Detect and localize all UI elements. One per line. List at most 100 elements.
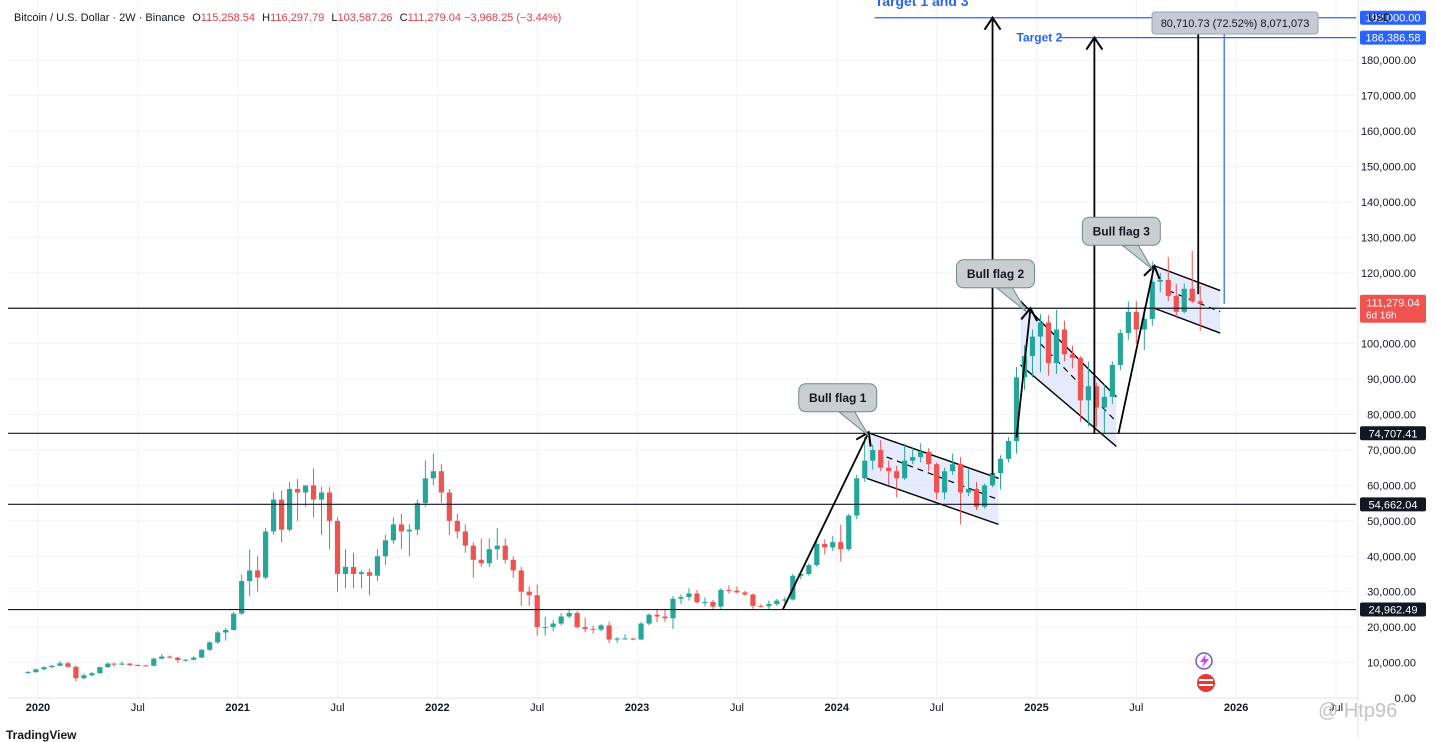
candle-body (294, 488, 301, 493)
x-tick-label: Jul (930, 702, 944, 714)
price-level-label: 54,662.04 (1369, 499, 1418, 511)
x-tick-label: 2020 (26, 702, 50, 714)
flagpole-arrowhead (1143, 263, 1161, 280)
candle-body (406, 529, 413, 532)
candle-body (1189, 288, 1195, 302)
current-price-tag (1360, 294, 1426, 323)
candle-body (390, 524, 397, 541)
target-text-label: Target 1 and 3 (875, 0, 969, 9)
candle-body (127, 663, 133, 666)
high-value: 116,297.79 (270, 12, 325, 24)
price-level-tag (1360, 497, 1426, 512)
candle-body (734, 590, 740, 593)
candle-body (97, 667, 103, 674)
candle-body (822, 543, 828, 548)
low-value: 103,587.26 (337, 12, 393, 24)
candle-body (798, 573, 804, 576)
flag-upper-line (1020, 300, 1117, 398)
callout-label: Bull flag 3 (1093, 224, 1151, 238)
candle-body (302, 485, 309, 493)
candle-body (1045, 322, 1052, 364)
candle-body (1101, 396, 1107, 408)
candle-body (478, 559, 484, 564)
candle-body (902, 460, 908, 479)
flag-mid-line (1040, 343, 1117, 423)
flagpole-arrowhead (1020, 306, 1039, 322)
target-tag-label: 192,000.00 (1365, 13, 1420, 25)
close-label: C (399, 12, 408, 24)
callout-pointer (1120, 244, 1153, 270)
watermark: @ Htp96 (1318, 700, 1398, 722)
candle-body (462, 531, 468, 546)
candle-body (942, 471, 948, 493)
x-tick-label: Jul (530, 702, 544, 714)
open-label: O (192, 12, 201, 24)
candle-body (65, 663, 71, 667)
candle-body (486, 549, 492, 564)
candle-body (255, 570, 261, 578)
currency-label[interactable]: USD (1368, 12, 1392, 24)
candle-body (646, 614, 652, 624)
flag-lower-line (1154, 307, 1221, 334)
candle-body (414, 503, 420, 530)
candle-body (806, 565, 812, 574)
callout-box (798, 383, 878, 413)
candle-body (582, 627, 588, 629)
measure-readout-label: 80,710.73 (72.52%) 8,071,073 (1161, 18, 1310, 30)
flag-channel-2 (1020, 301, 1117, 447)
candle-body (446, 492, 452, 521)
y-tick-label: 30,000.00 (1367, 587, 1416, 599)
countdown-label: 6d 16h (1366, 311, 1397, 322)
measure-readout-box (1151, 11, 1319, 35)
candle-body (1197, 301, 1203, 304)
y-tick-label: 80,000.00 (1367, 410, 1416, 422)
lightning-bolt-icon (1200, 654, 1209, 668)
candle-body (981, 485, 988, 507)
candle-body (934, 464, 940, 493)
y-tick-label: 160,000.00 (1361, 126, 1416, 138)
candle-body (159, 656, 165, 659)
candle-body (1077, 357, 1084, 401)
candle-body (334, 520, 341, 574)
candle-body (965, 488, 972, 493)
target-tag (1360, 30, 1426, 45)
time-axis: 2020 Jul 2021 Jul 2022 Jul 2023 Jul 2024 Jul 2025 J… (8, 697, 1358, 714)
flagpole-line (1117, 265, 1156, 435)
y-tick-label: 0.00 (1395, 693, 1416, 705)
flagpole-arrowhead (855, 430, 872, 447)
candle-body (1037, 322, 1044, 337)
callout-pointer (837, 411, 870, 437)
x-tick-label: Jul (330, 702, 344, 714)
x-tick-label: Jul (1129, 702, 1143, 714)
candle-body (1093, 386, 1099, 408)
candle-body (239, 581, 245, 614)
candle-body (606, 625, 612, 640)
chart-icons (1195, 652, 1215, 692)
candle-body (766, 604, 772, 607)
candle-body (750, 594, 756, 606)
x-tick-label: Jul (730, 702, 744, 714)
candle-body (518, 570, 524, 592)
candle-body (1053, 329, 1060, 364)
candle-body (382, 540, 389, 557)
high-label: H (262, 12, 271, 24)
x-tick-label: 2025 (1024, 702, 1048, 714)
candle-body (1181, 288, 1187, 312)
candle-body (662, 616, 668, 619)
symbol-title: Bitcoin / U.S. Dollar · 2W · Binance (14, 12, 186, 24)
y-tick-label: 40,000.00 (1367, 551, 1416, 563)
candle-body (926, 451, 932, 465)
candle-body (183, 659, 189, 661)
candle-body (167, 656, 173, 658)
close-value: 111,279.04 (407, 12, 461, 24)
candle-body (494, 545, 500, 550)
candle-body (686, 593, 692, 598)
us-flag-stripe (1199, 679, 1213, 681)
y-tick-label: 100,000.00 (1361, 339, 1416, 351)
candle-body (614, 638, 620, 640)
candle-body (910, 457, 916, 461)
candle-body (33, 669, 39, 673)
flag-lower-line (866, 477, 999, 526)
candle-body (470, 545, 476, 560)
